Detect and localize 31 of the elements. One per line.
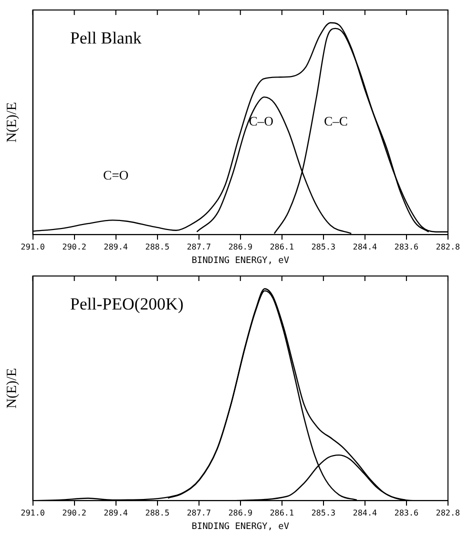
x-tick-label: 289.4 [104,508,128,518]
x-axis-title: BINDING ENERGY, eV [192,522,290,532]
annotation: C=O [103,168,129,183]
x-tick-label: 287.7 [186,508,212,518]
annotation: C–C [324,114,348,129]
x-tick-label: 290.2 [62,508,87,518]
x-tick-label: 285.3 [311,508,336,518]
x-tick-label: 286.9 [228,508,253,518]
x-axis-title: BINDING ENERGY, eV [192,256,290,266]
x-tick-label: 283.6 [394,242,419,252]
x-tick-label: 291.0 [20,508,46,518]
annotation: C–O [248,114,274,129]
y-axis-title: N(E)/E [5,102,20,143]
x-tick-label: 284.4 [352,508,378,518]
x-tick-label: 288.5 [145,508,170,518]
x-tick-label: 282.8 [436,242,460,252]
x-tick-label: 288.5 [145,242,170,252]
x-tick-label: 286.9 [228,242,253,252]
annotation: Pell Blank [70,28,142,48]
x-tick-label: 285.3 [311,242,336,252]
x-tick-label: 289.4 [104,242,128,252]
x-tick-label: 287.7 [186,242,212,252]
y-axis-title: N(E)/E [5,368,20,409]
x-tick-label: 284.4 [352,242,378,252]
x-tick-label: 282.8 [436,508,460,518]
x-tick-label: 290.2 [62,242,87,252]
x-tick-label: 286.1 [270,508,294,518]
x-tick-label: 286.1 [270,242,294,252]
x-tick-label: 283.6 [394,508,419,518]
annotation: Pell-PEO(200K) [70,294,184,314]
x-tick-label: 291.0 [20,242,46,252]
